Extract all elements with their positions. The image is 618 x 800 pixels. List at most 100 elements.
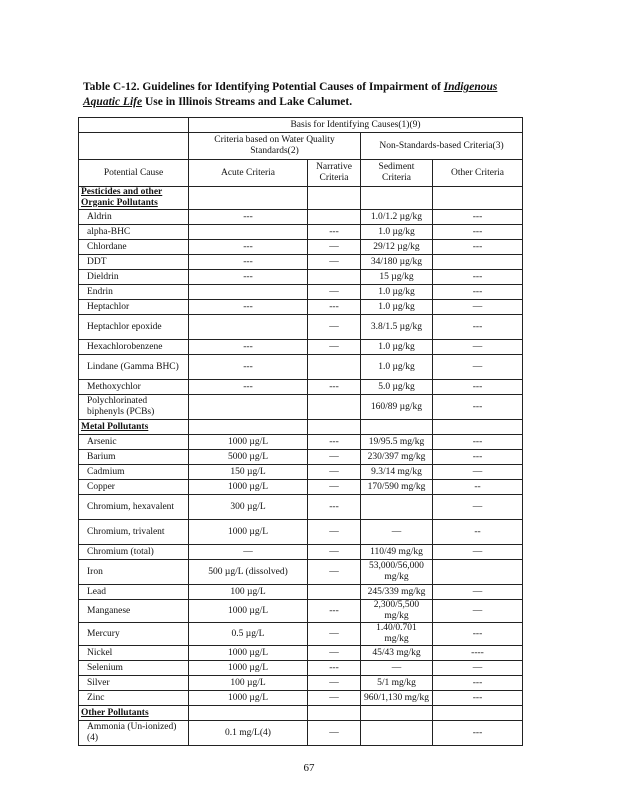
narrative-cell: — xyxy=(307,284,361,300)
table-row: Polychlorinated biphenyls (PCBs) 160/89 µ… xyxy=(78,394,524,420)
other-cell: --- xyxy=(431,269,524,285)
empty-cell xyxy=(431,186,524,210)
table-row: Endrin —1.0 µg/kg --- xyxy=(78,284,524,300)
narrative-cell: --- xyxy=(307,434,361,450)
sediment-cell xyxy=(360,720,433,746)
empty-cell xyxy=(360,419,433,435)
header-blank xyxy=(78,132,189,160)
table-row: Methoxychlor --- --- 5.0 µg/kg --- xyxy=(78,379,524,395)
cause-cell: Silver xyxy=(78,675,189,691)
other-cell: — xyxy=(431,464,524,480)
cause-cell: Copper xyxy=(78,479,189,495)
cause-cell: Endrin xyxy=(78,284,189,300)
narrative-cell: — xyxy=(307,544,361,560)
other-cell: ---- xyxy=(431,645,524,661)
page-number: 67 xyxy=(303,762,315,774)
acute-cell: 150 µg/L xyxy=(188,464,308,480)
cause-cell: Mercury xyxy=(78,622,189,646)
other-cell: --- xyxy=(431,675,524,691)
sediment-cell: 230/397 mg/kg xyxy=(360,449,433,465)
narrative-cell xyxy=(307,394,361,420)
narrative-cell: — xyxy=(307,254,361,270)
empty-cell xyxy=(188,419,308,435)
empty-cell xyxy=(360,705,433,721)
narrative-cell: --- xyxy=(307,660,361,676)
table-row: Barium 5000 µg/L —230/397 mg/kg --- xyxy=(78,449,524,465)
table-row: Silver 100 µg/L —5/1 mg/kg --- xyxy=(78,675,524,691)
narrative-cell: — xyxy=(307,519,361,545)
narrative-cell xyxy=(307,269,361,285)
table-row: Mercury 0.5 µg/L —1.40/0.701 mg/kg --- xyxy=(78,622,524,646)
acute-cell: 1000 µg/L xyxy=(188,599,308,623)
sediment-cell: 45/43 mg/kg xyxy=(360,645,433,661)
col-header-cause: Potential Cause xyxy=(78,159,189,187)
other-cell: --- xyxy=(431,690,524,706)
acute-cell xyxy=(188,314,308,340)
sediment-cell: 245/339 mg/kg xyxy=(360,584,433,600)
table-title: Table C-12. Guidelines for Identifying P… xyxy=(83,80,523,110)
cause-cell: Lead xyxy=(78,584,189,600)
other-cell: — xyxy=(431,494,524,520)
sediment-cell: 53,000/56,000 mg/kg xyxy=(360,559,433,585)
table-row: Chlordane --- —29/12 µg/kg --- xyxy=(78,239,524,255)
cause-cell: Lindane (Gamma BHC) xyxy=(78,354,189,380)
other-cell: — xyxy=(431,354,524,380)
table-row: DDT --- —34/180 µg/kg xyxy=(78,254,524,270)
cause-cell: Dieldrin xyxy=(78,269,189,285)
other-cell: --- xyxy=(431,379,524,395)
table-row: Dieldrin --- 15 µg/kg --- xyxy=(78,269,524,285)
table-row: Chromium, trivalent 1000 µg/L — — -- xyxy=(78,519,524,545)
narrative-cell: — xyxy=(307,339,361,355)
narrative-cell: — xyxy=(307,464,361,480)
other-cell: --- xyxy=(431,224,524,240)
table-row: Heptachlor epoxide —3.8/1.5 µg/kg --- xyxy=(78,314,524,340)
acute-cell: 1000 µg/L xyxy=(188,519,308,545)
section-title: Pesticides and other Organic Pollutants xyxy=(78,186,189,210)
table-row: Copper 1000 µg/L —170/590 mg/kg -- xyxy=(78,479,524,495)
acute-cell: 1000 µg/L xyxy=(188,660,308,676)
other-cell: --- xyxy=(431,434,524,450)
sediment-cell: 1.40/0.701 mg/kg xyxy=(360,622,433,646)
other-cell: — xyxy=(431,660,524,676)
acute-cell: 0.5 µg/L xyxy=(188,622,308,646)
narrative-cell: — xyxy=(307,479,361,495)
acute-cell: --- xyxy=(188,254,308,270)
col-header-narrative: Narrative Criteria xyxy=(307,159,361,187)
col-header-other: Other Criteria xyxy=(431,159,524,187)
acute-cell: 0.1 mg/L(4) xyxy=(188,720,308,746)
table-row: alpha-BHC --- 1.0 µg/kg --- xyxy=(78,224,524,240)
acute-cell xyxy=(188,394,308,420)
other-cell: — xyxy=(431,544,524,560)
cause-cell: Nickel xyxy=(78,645,189,661)
sediment-cell: 1.0 µg/kg xyxy=(360,299,433,315)
acute-cell xyxy=(188,224,308,240)
narrative-cell xyxy=(307,584,361,600)
sediment-cell: 1.0 µg/kg xyxy=(360,354,433,380)
col-header-sediment: Sediment Criteria xyxy=(360,159,433,187)
sediment-cell: 9.3/14 mg/kg xyxy=(360,464,433,480)
cause-cell: Manganese xyxy=(78,599,189,623)
empty-cell xyxy=(307,419,361,435)
other-cell: --- xyxy=(431,209,524,225)
sediment-cell: 29/12 µg/kg xyxy=(360,239,433,255)
cause-cell: Cadmium xyxy=(78,464,189,480)
table-row: Lead 100 µg/L 245/339 mg/kg — xyxy=(78,584,524,600)
cause-cell: Chlordane xyxy=(78,239,189,255)
narrative-cell: --- xyxy=(307,494,361,520)
acute-cell: --- xyxy=(188,239,308,255)
other-cell: --- xyxy=(431,239,524,255)
table-row: Lindane (Gamma BHC) --- 1.0 µg/kg — xyxy=(78,354,524,380)
sediment-cell: 1.0 µg/kg xyxy=(360,339,433,355)
acute-cell: --- xyxy=(188,379,308,395)
acute-cell: 1000 µg/L xyxy=(188,690,308,706)
sediment-cell: 34/180 µg/kg xyxy=(360,254,433,270)
cause-cell: Chromium, hexavalent xyxy=(78,494,189,520)
acute-cell: 1000 µg/L xyxy=(188,645,308,661)
other-cell xyxy=(431,559,524,585)
cause-cell: Methoxychlor xyxy=(78,379,189,395)
table-row: Chromium, hexavalent 300 µg/L --- — xyxy=(78,494,524,520)
narrative-cell: — xyxy=(307,622,361,646)
cause-cell: Barium xyxy=(78,449,189,465)
other-cell: — xyxy=(431,339,524,355)
acute-cell: 300 µg/L xyxy=(188,494,308,520)
